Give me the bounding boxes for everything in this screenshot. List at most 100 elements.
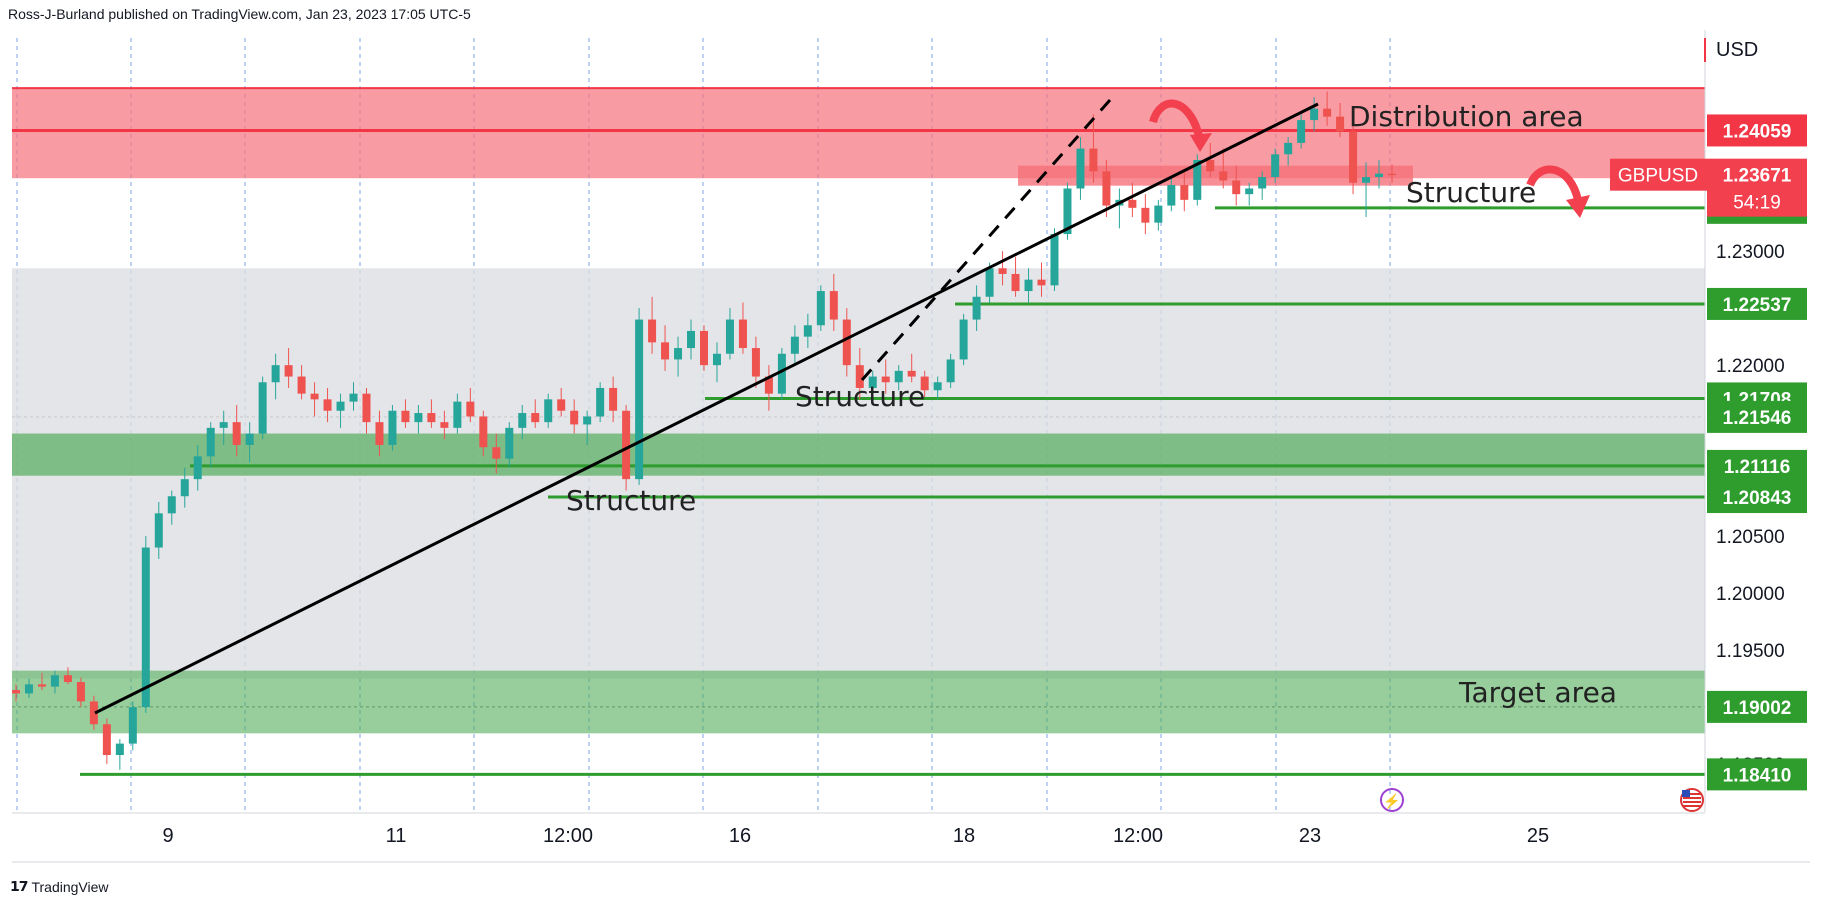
candle-body [115,743,124,756]
candle-body [258,382,267,434]
zone-distribution [12,88,1705,179]
candle-body [920,376,929,391]
candle-body [570,410,579,425]
candle-body [674,348,683,360]
candle-body [180,479,189,497]
candle-body [596,387,605,417]
candle-body [1271,154,1280,178]
candle-body [375,422,384,445]
candle-body [635,319,644,480]
price-tag [1707,758,1807,791]
candle-body [232,422,241,445]
lightning-icon [1380,788,1404,812]
candle-body [453,401,462,428]
price-tag-text: 1.21546 [1723,408,1792,429]
candle-body [661,342,670,360]
price-labels: 1.240591.233801.225371.217081.215461.211… [1610,114,1807,791]
zone-demand [12,433,1705,476]
candle-body [362,393,371,423]
price-tag [1707,690,1807,723]
candle-body [1167,185,1176,206]
candle-body [998,268,1007,274]
candle-body [37,684,46,687]
x-tick-label: 25 [1527,825,1549,847]
price-tag-text: 1.20843 [1723,488,1792,509]
lightning-glyph: ⚡ [1383,793,1400,810]
candle-body [284,365,293,377]
candle-body [154,513,163,548]
candle-body [388,410,397,445]
candle-body [777,353,786,394]
candle-body [972,296,981,320]
main-trend-line [94,102,1319,715]
candle-body [1141,207,1150,223]
candle-body [1154,205,1163,223]
candle-body [738,319,747,349]
candle-body [1180,185,1189,200]
price-tag-text: 1.19002 [1723,698,1792,719]
candle-body [141,547,150,708]
candle-body [790,336,799,354]
candle-body [193,456,202,480]
candle-body [323,399,332,411]
last-price-tag [1707,158,1807,217]
zones [12,87,1705,734]
candle-body [414,413,423,423]
candle-body [764,376,773,394]
structure-label-2: Structure [795,380,925,413]
candle-body [1050,234,1059,286]
curved-arrow-left [1149,99,1204,141]
y-tick-label: 1.20500 [1716,527,1785,548]
candle-body [1258,177,1267,189]
candle-body [219,422,228,428]
x-tick-label: 12:00 [1113,825,1163,847]
curved-arrow-right [1526,165,1582,202]
candle-body [544,399,553,423]
candle-body [1388,173,1396,176]
candle-body [946,359,955,383]
candle-body [427,413,436,423]
candle-body [687,330,696,349]
trend-lines [94,99,1319,715]
candle-body [1219,171,1228,181]
tradingview-logo-icon: 𝟭𝟳 [10,878,29,894]
candle-body [583,416,592,425]
candle-body [1284,142,1293,155]
candle-body [1206,159,1215,172]
structure-label-3: Structure [566,484,696,517]
candle-body [959,319,968,360]
candle-body [1245,188,1254,195]
zone-target [12,670,1705,734]
candle-body [881,376,890,383]
candle-body [609,387,618,411]
candle-body [829,291,838,320]
candle-body [1375,173,1384,178]
candle-body [1362,177,1371,183]
candle-body [1024,279,1033,292]
candle-body [479,416,488,448]
candle-body [271,365,280,383]
flag-canton [1682,790,1690,797]
candle-body [466,401,475,417]
footer-brand: TradingView [31,878,109,895]
candle-body [128,707,137,744]
candle-body [894,370,903,383]
candle-body [1349,131,1358,183]
price-tag [1707,449,1807,482]
candle-body [102,724,111,756]
price-tag-text: 1.22537 [1723,295,1792,316]
countdown-text: 54:19 [1733,193,1781,214]
candle-body [622,410,631,480]
candle-body [245,433,254,445]
candle-body [907,370,916,377]
candle-body [518,413,527,428]
y-tick-label: 1.23000 [1716,242,1785,263]
candle-body [1102,171,1111,206]
candle-body [76,682,85,702]
candle-body [492,447,501,459]
price-tag [1707,481,1807,514]
annotations: Distribution area Structure Structure Struc… [566,99,1704,812]
inner-distribution-box [1018,165,1413,186]
candle-body [1323,108,1332,117]
